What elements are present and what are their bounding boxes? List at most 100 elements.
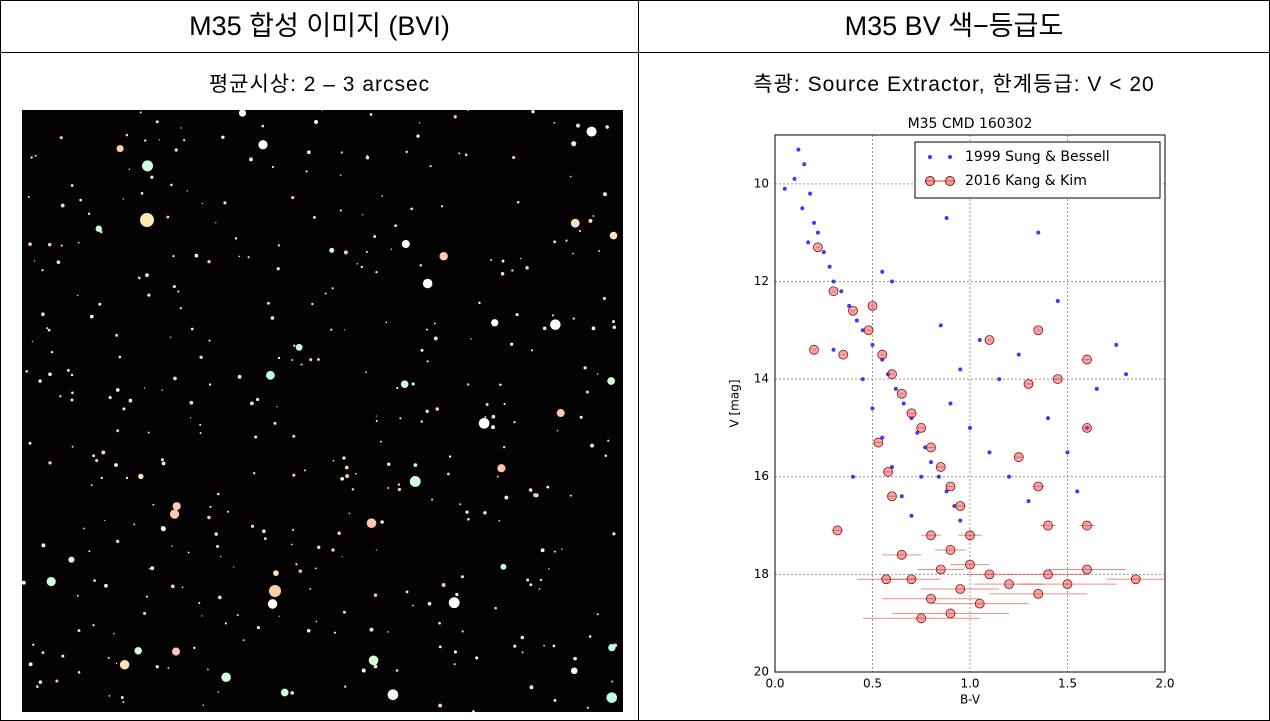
star	[214, 532, 218, 536]
star	[115, 662, 118, 665]
star	[586, 706, 589, 709]
star	[529, 583, 533, 587]
star	[277, 244, 280, 247]
star	[138, 277, 141, 280]
star	[494, 606, 497, 610]
x-tick-label: 2.0	[1155, 677, 1174, 691]
star	[142, 160, 154, 172]
star	[122, 198, 125, 200]
star	[590, 443, 594, 448]
star	[77, 629, 81, 632]
star	[607, 377, 616, 385]
star	[498, 519, 501, 522]
star	[25, 370, 29, 373]
legend-swatch	[945, 176, 955, 186]
star	[420, 348, 424, 352]
x-axis-label: B-V	[960, 693, 981, 707]
point	[1065, 450, 1070, 455]
star	[139, 111, 142, 114]
star	[145, 273, 149, 277]
star	[502, 445, 506, 449]
star	[605, 125, 609, 129]
point	[997, 377, 1002, 382]
point	[906, 408, 917, 419]
star	[107, 656, 110, 659]
star	[38, 680, 43, 684]
star	[401, 240, 410, 249]
star	[190, 327, 194, 331]
star	[300, 363, 303, 366]
star	[608, 643, 616, 652]
star	[528, 488, 533, 492]
star	[369, 627, 374, 632]
star	[513, 644, 517, 648]
star	[76, 594, 79, 597]
star	[513, 420, 516, 424]
star	[583, 366, 587, 370]
star	[41, 651, 45, 655]
point	[935, 462, 946, 472]
header-cell: M35 합성 이미지 (BVI)	[0, 0, 639, 53]
star	[345, 474, 350, 479]
star	[290, 691, 294, 695]
point	[1055, 298, 1060, 303]
star	[90, 484, 93, 487]
star	[425, 328, 428, 331]
point	[1033, 481, 1044, 492]
star	[572, 317, 575, 320]
star	[484, 416, 487, 418]
star	[551, 314, 555, 317]
star	[390, 248, 392, 250]
star	[68, 556, 75, 563]
point	[1082, 564, 1092, 575]
star	[46, 327, 49, 330]
star	[433, 336, 438, 341]
point	[1082, 520, 1092, 531]
star	[483, 511, 487, 515]
star	[258, 140, 268, 150]
star	[270, 316, 275, 320]
star	[173, 376, 177, 381]
point	[926, 593, 936, 604]
star	[539, 578, 543, 582]
star	[150, 175, 154, 179]
star	[570, 218, 580, 228]
star	[293, 344, 296, 348]
chart-title: M35 CMD 160302	[908, 116, 1033, 132]
star	[295, 343, 303, 351]
star	[596, 613, 599, 616]
point	[1124, 372, 1128, 377]
star	[160, 526, 166, 532]
star	[324, 292, 327, 295]
star	[291, 359, 294, 362]
star	[550, 319, 561, 330]
point	[926, 530, 936, 541]
star	[199, 355, 203, 359]
star	[202, 704, 205, 706]
star	[412, 604, 414, 607]
star	[169, 509, 180, 519]
star	[233, 566, 235, 568]
point	[886, 372, 891, 377]
star	[387, 487, 390, 490]
point	[935, 564, 946, 575]
point	[965, 530, 975, 541]
star	[71, 391, 74, 395]
y-tick-label: 10	[754, 176, 769, 190]
star	[55, 679, 59, 683]
star	[180, 127, 182, 129]
star	[234, 237, 238, 240]
star	[277, 356, 281, 360]
star	[143, 611, 147, 615]
star	[373, 593, 378, 597]
star	[331, 548, 335, 552]
star	[237, 374, 242, 379]
star	[273, 421, 277, 425]
star	[570, 175, 572, 178]
point	[800, 206, 805, 211]
point	[1046, 416, 1050, 421]
star	[147, 431, 150, 434]
star	[276, 406, 278, 408]
star	[116, 429, 120, 433]
point	[854, 318, 859, 323]
